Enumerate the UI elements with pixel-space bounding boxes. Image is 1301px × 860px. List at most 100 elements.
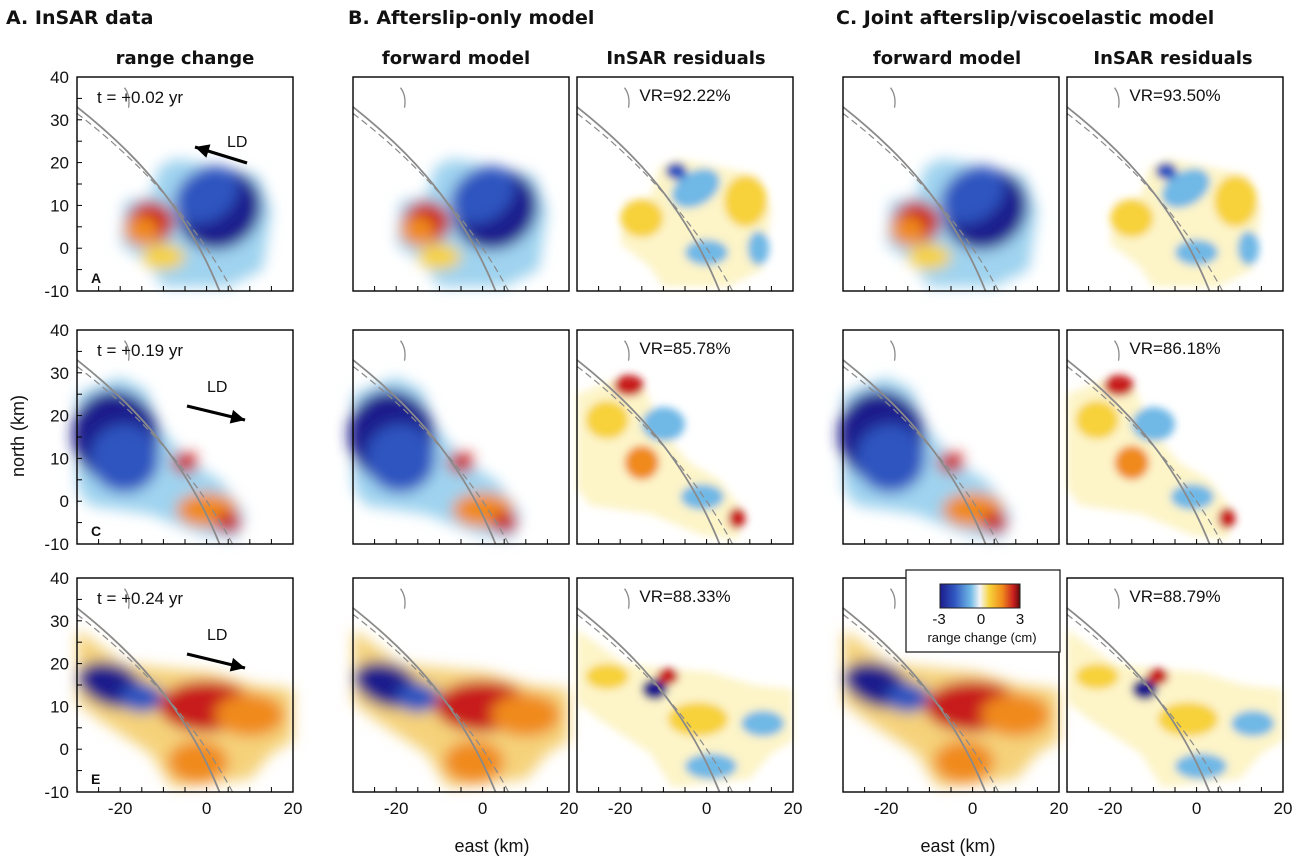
fault-trace <box>576 106 721 292</box>
field-blob <box>1131 678 1158 700</box>
field-blob <box>624 445 660 480</box>
fault-segment <box>1113 340 1120 361</box>
field-blob <box>450 165 515 224</box>
field-blob <box>1175 239 1219 266</box>
y-tick-label: 20 <box>50 655 69 674</box>
map-panel-r2-c5: VR=86.18% <box>1066 329 1284 545</box>
y-tick-label: 0 <box>60 492 69 511</box>
field-blob <box>641 678 668 700</box>
field-blob <box>728 507 746 530</box>
arrow-head <box>195 144 211 158</box>
field-blob <box>1213 175 1258 227</box>
map-panel-r2-c4 <box>838 329 1060 545</box>
map-panel-r2-c3: VR=85.78% <box>576 329 794 545</box>
field-blob <box>174 165 239 224</box>
y-tick-label: 40 <box>50 569 69 588</box>
time-label: t = +0.02 yr <box>97 88 183 107</box>
colorbar-legend: -3 0 3 range change (cm) <box>905 569 1061 653</box>
fault-trace-secondary <box>352 365 510 545</box>
field-blob <box>172 451 198 474</box>
look-direction-arrow: LD <box>186 379 246 424</box>
fault-segment <box>399 588 406 609</box>
field-blob <box>1161 168 1210 208</box>
map-panel-r1-c2 <box>352 76 570 292</box>
fault-segment <box>889 87 896 108</box>
deformation-field <box>1067 629 1283 788</box>
field-blob <box>491 511 518 534</box>
look-direction-arrow: LD <box>186 627 246 672</box>
field-blob <box>680 484 724 510</box>
fault-segment <box>623 588 630 609</box>
y-tick-label: 10 <box>50 697 69 716</box>
field-blob <box>671 168 720 208</box>
deformation-field <box>348 377 522 540</box>
column-header-a: A. InSAR data <box>6 7 153 29</box>
y-tick-label: 40 <box>50 68 69 87</box>
panel-letter: A <box>91 270 101 286</box>
fault-trace <box>352 106 497 292</box>
x-tick-label: 20 <box>1050 799 1069 818</box>
colorbar-ramp <box>939 583 1021 609</box>
x-tick-label: -20 <box>608 799 633 818</box>
x-tick-label: 0 <box>478 799 487 818</box>
look-direction-arrow: LD <box>194 134 248 165</box>
field-blob <box>1218 507 1236 530</box>
time-label: t = +0.24 yr <box>97 589 183 608</box>
field-blob <box>1075 400 1119 440</box>
deformation-field <box>396 158 548 287</box>
y-axis-label: north (km) <box>8 395 28 477</box>
deformation-field <box>77 629 293 788</box>
deformation-field <box>72 377 246 540</box>
field-blob <box>890 216 926 247</box>
field-blob <box>1175 753 1227 780</box>
x-tick-label: 20 <box>784 799 803 818</box>
fault-trace <box>842 106 987 292</box>
deformation-field <box>353 629 569 788</box>
deformation-field <box>577 629 793 788</box>
y-tick-label: 20 <box>50 154 69 173</box>
subtitle-b-forward: forward model <box>382 48 530 69</box>
field-blob <box>741 710 785 737</box>
x-tick-label: 0 <box>1192 799 1201 818</box>
fault-trace <box>1066 359 1211 545</box>
field-blob <box>365 424 436 493</box>
field-blob <box>1103 374 1134 397</box>
fault-trace-secondary <box>842 365 1000 545</box>
field-blob <box>620 198 664 238</box>
field-blob <box>933 740 995 784</box>
x-tick-label: 20 <box>1274 799 1293 818</box>
y-tick-label: -10 <box>44 783 69 802</box>
deformation-field <box>620 158 772 287</box>
field-blob <box>1110 198 1154 238</box>
fault-trace-secondary <box>842 613 1000 793</box>
field-blob <box>1170 484 1214 510</box>
fault-trace-secondary <box>576 365 734 545</box>
deformation-field <box>886 158 1038 287</box>
variance-reduction-label: VR=88.33% <box>639 587 730 606</box>
field-blob <box>855 424 926 493</box>
fault-trace <box>576 359 721 545</box>
subtitle-c-forward: forward model <box>873 48 1021 69</box>
panel-letter: C <box>91 523 101 539</box>
map-panel-r3-c2: -20 0 20 <box>352 577 578 818</box>
x-tick-label: 20 <box>284 799 303 818</box>
x-tick-label: -20 <box>874 799 899 818</box>
variance-reduction-label: VR=92.22% <box>639 86 730 105</box>
y-tick-label: -10 <box>44 535 69 554</box>
deformation-field <box>1067 374 1236 540</box>
ld-label: LD <box>207 627 227 644</box>
fault-segment <box>399 87 406 108</box>
variance-reduction-label: VR=88.79% <box>1129 587 1220 606</box>
y-tick-label: 10 <box>50 449 69 468</box>
fault-segment <box>1113 588 1120 609</box>
fault-trace <box>576 607 721 793</box>
fault-segment <box>623 340 630 361</box>
deformation-field <box>577 374 746 540</box>
field-blob <box>685 239 729 266</box>
field-blob <box>215 511 242 534</box>
fault-segment <box>1113 87 1120 108</box>
fault-trace <box>1066 106 1211 292</box>
fault-segment <box>889 340 896 361</box>
x-axis-label-right: east (km) <box>920 836 995 856</box>
